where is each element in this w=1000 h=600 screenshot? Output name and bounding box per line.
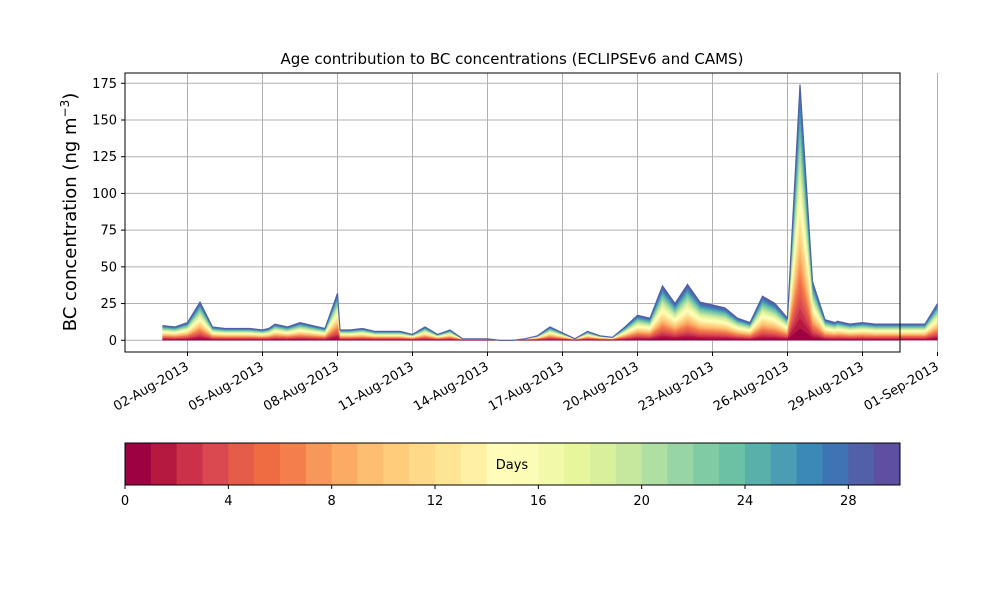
colorbar-swatch-21 (667, 443, 694, 485)
x-tick-label: 23-Aug-2013 (636, 359, 716, 414)
colorbar-swatch-8 (331, 443, 358, 485)
x-tick-label: 26-Aug-2013 (711, 359, 791, 414)
colorbar-swatch-0 (125, 443, 152, 485)
colorbar-swatch-9 (357, 443, 384, 485)
colorbar-swatch-29 (874, 443, 901, 485)
age-class-area-26 (162, 107, 938, 341)
colorbar-tick-label: 12 (427, 494, 444, 509)
colorbar-swatch-18 (590, 443, 617, 485)
x-tick-label: 14-Aug-2013 (411, 359, 491, 414)
y-axis-ticks: 0 25 50 75 100 125 150 175 (92, 77, 125, 349)
total-envelope-line (162, 84, 939, 341)
colorbar-swatch-12 (435, 443, 462, 485)
colorbar-swatch-15 (512, 443, 539, 485)
y-tick-label: 125 (92, 150, 117, 165)
colorbar-tick-label: 20 (633, 494, 650, 509)
age-class-area-0 (162, 328, 938, 341)
colorbar-swatch-6 (280, 443, 307, 485)
y-axis-label: BC concentration (ng m−3) (58, 93, 81, 332)
colorbar-tick-label: 16 (530, 494, 547, 509)
colorbar-swatch-16 (538, 443, 565, 485)
age-class-area-27 (162, 100, 938, 341)
colorbar-swatch-17 (564, 443, 591, 485)
colorbar-swatch-27 (822, 443, 849, 485)
x-tick-label: 02-Aug-2013 (111, 359, 191, 414)
x-tick-label: 01-Sep-2013 (862, 359, 942, 414)
colorbar-swatch-13 (460, 443, 488, 485)
colorbar-tick-label: 24 (737, 494, 754, 509)
chart-title: Age contribution to BC concentrations (E… (281, 50, 744, 68)
colorbar-swatch-1 (150, 443, 178, 485)
colorbar-frame (124, 442, 901, 486)
colorbar-swatch-4 (228, 443, 255, 485)
colorbar-swatch-20 (641, 443, 668, 485)
colorbar-swatch-7 (305, 443, 333, 485)
colorbar-swatch-11 (409, 443, 436, 485)
colorbar-swatch-22 (693, 443, 720, 485)
colorbar-label: Days (496, 458, 529, 473)
colorbar-swatch-2 (176, 443, 203, 485)
y-axis-label-sup: −3 (58, 100, 72, 118)
x-axis-ticks: 02-Aug-201305-Aug-201308-Aug-201311-Aug-… (111, 352, 942, 415)
y-tick-label: 25 (100, 297, 117, 312)
colorbar-swatch-23 (719, 443, 746, 485)
colorbar-tick-label: 0 (121, 494, 129, 509)
y-tick-label: 100 (92, 187, 117, 202)
x-tick-label: 20-Aug-2013 (561, 359, 641, 414)
colorbar-swatch-24 (745, 443, 772, 485)
colorbar-swatch-3 (202, 443, 229, 485)
age-class-area-29 (162, 84, 938, 341)
colorbar-swatch-10 (383, 443, 410, 485)
colorbar-ticks: 0 4 8 12 16 20 24 28 (121, 485, 857, 509)
y-axis-label-close: ) (60, 93, 81, 100)
colorbar-tick-label: 28 (840, 494, 857, 509)
colorbar-tick-label: 4 (224, 494, 232, 509)
colorbar (125, 443, 901, 485)
y-tick-label: 175 (92, 77, 117, 92)
x-tick-label: 11-Aug-2013 (336, 359, 416, 414)
y-tick-label: 0 (109, 334, 117, 349)
y-tick-label: 75 (100, 224, 117, 239)
x-tick-label: 05-Aug-2013 (186, 359, 266, 414)
y-tick-label: 150 (92, 113, 117, 128)
plot-frame (124, 72, 901, 353)
x-tick-label: 29-Aug-2013 (786, 359, 866, 414)
colorbar-swatch-25 (770, 443, 798, 485)
colorbar-swatch-28 (848, 443, 875, 485)
y-tick-label: 50 (100, 260, 117, 275)
grid-lines (125, 73, 938, 352)
x-tick-label: 08-Aug-2013 (261, 359, 341, 414)
stacked-area-series (162, 84, 938, 341)
colorbar-swatch-14 (486, 443, 513, 485)
colorbar-swatch-5 (254, 443, 281, 485)
colorbar-swatch-19 (615, 443, 643, 485)
colorbar-tick-label: 8 (328, 494, 336, 509)
total-line (162, 84, 939, 341)
colorbar-swatch-26 (796, 443, 823, 485)
x-tick-label: 17-Aug-2013 (486, 359, 566, 414)
